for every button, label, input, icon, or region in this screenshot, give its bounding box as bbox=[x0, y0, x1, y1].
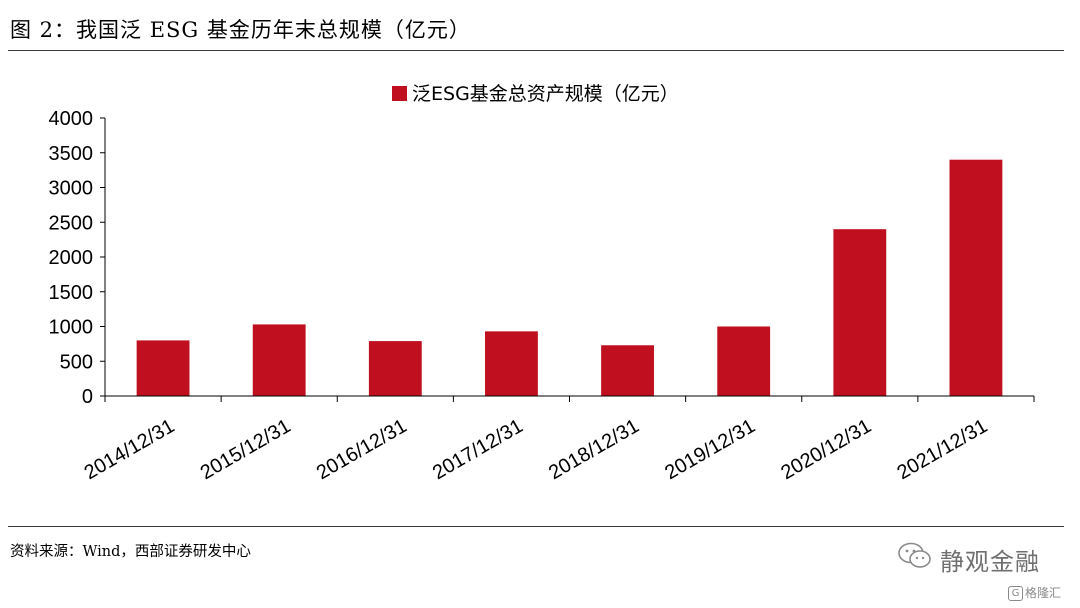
y-tick-label: 3500 bbox=[49, 143, 94, 165]
bar bbox=[252, 324, 306, 396]
bar bbox=[949, 159, 1003, 396]
y-tick-label: 0 bbox=[82, 386, 93, 408]
y-tick-label: 3000 bbox=[49, 178, 94, 200]
y-tick-label: 500 bbox=[60, 351, 93, 373]
y-tick-label: 1500 bbox=[49, 282, 94, 304]
x-tick-label: 2014/12/31 bbox=[81, 415, 179, 484]
x-tick-label: 2020/12/31 bbox=[777, 415, 875, 484]
y-tick-label: 2000 bbox=[49, 247, 94, 269]
x-tick-label: 2016/12/31 bbox=[313, 415, 411, 484]
y-tick-label: 1000 bbox=[49, 317, 94, 339]
legend-label: 泛ESG基金总资产规模（亿元） bbox=[412, 83, 679, 105]
y-tick-label: 4000 bbox=[49, 108, 94, 130]
bar bbox=[717, 326, 771, 396]
source-note: 资料来源：Wind，西部证券研发中心 bbox=[10, 544, 251, 560]
bar-chart: 泛ESG基金总资产规模（亿元） 0 500 1000 1500 2000 2500 3000… bbox=[49, 83, 1035, 484]
bar bbox=[368, 341, 422, 396]
wechat-icon bbox=[898, 542, 931, 568]
bar bbox=[485, 331, 538, 396]
chart-legend: 泛ESG基金总资产规模（亿元） bbox=[392, 83, 679, 105]
bar bbox=[136, 340, 190, 396]
gelonghui-logo-text: 格隆汇 bbox=[1025, 586, 1062, 600]
top-divider bbox=[8, 50, 1064, 51]
figure-title: 图 2：我国泛 ESG 基金历年末总规模（亿元） bbox=[10, 18, 471, 42]
gelonghui-logo-mark: G bbox=[1008, 586, 1023, 601]
x-axis: 2014/12/31 2015/12/31 2016/12/31 2017/12/31… bbox=[81, 395, 1035, 484]
x-tick-label: 2021/12/31 bbox=[894, 415, 992, 484]
y-axis: 0 500 1000 1500 2000 2500 3000 3500 4000 bbox=[49, 108, 106, 408]
legend-swatch bbox=[392, 86, 407, 101]
bottom-divider bbox=[8, 526, 1064, 527]
y-tick-label: 2500 bbox=[49, 212, 94, 234]
gelonghui-logo: G 格隆汇 bbox=[1008, 584, 1061, 601]
bars bbox=[136, 159, 1003, 396]
bar bbox=[833, 229, 887, 396]
watermark-text: 静观金融 bbox=[940, 548, 1040, 576]
x-tick-label: 2015/12/31 bbox=[197, 415, 295, 484]
x-tick-label: 2017/12/31 bbox=[429, 415, 527, 484]
x-tick-label: 2018/12/31 bbox=[545, 415, 643, 484]
bar bbox=[601, 345, 654, 396]
x-tick-label: 2019/12/31 bbox=[661, 415, 759, 484]
